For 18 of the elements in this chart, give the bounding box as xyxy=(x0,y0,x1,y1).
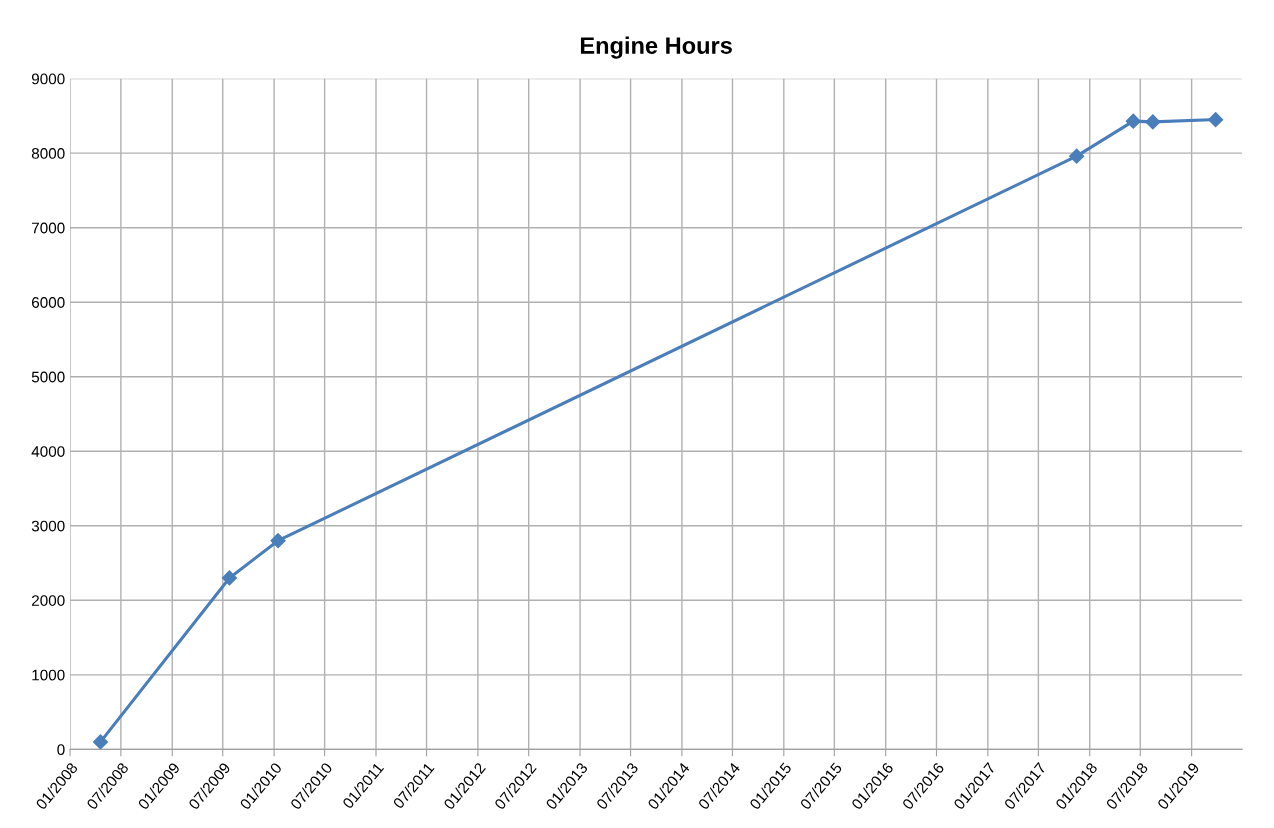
point xyxy=(221,570,238,586)
y-tick-label: 6000 xyxy=(32,297,65,308)
y-tick-label: 9000 xyxy=(31,73,65,85)
y-tick-label: 3000 xyxy=(31,520,65,532)
y-tick-label: 8000 xyxy=(31,148,65,159)
y-tick-label: 1000 xyxy=(32,669,65,681)
point xyxy=(270,533,286,549)
point xyxy=(92,734,109,750)
y-tick-label: 4000 xyxy=(31,446,65,457)
point xyxy=(1208,112,1224,128)
y-tick-label: 7000 xyxy=(32,222,65,234)
point xyxy=(1145,114,1161,130)
y-tick-label: 5000 xyxy=(31,371,65,383)
y-tick-label: 0 xyxy=(57,744,65,756)
y-tick-label: 2000 xyxy=(31,595,65,606)
point xyxy=(1125,113,1141,129)
chart-title: Engine Hours xyxy=(580,36,732,59)
point xyxy=(1069,148,1085,164)
